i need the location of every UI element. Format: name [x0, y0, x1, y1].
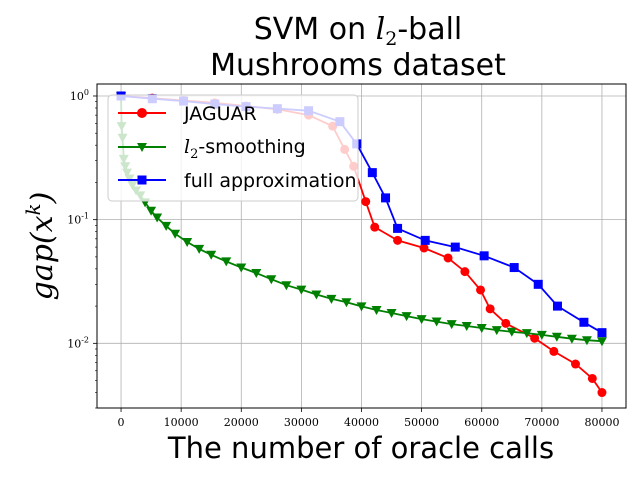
data-point	[506, 327, 517, 337]
legend: JAGUAR l2-smoothing full approximation	[107, 94, 359, 202]
data-point	[393, 223, 403, 233]
data-point	[401, 312, 412, 322]
svg-text:l2-smoothing: l2-smoothing	[184, 136, 306, 162]
x-tick-label: 20000	[224, 416, 259, 429]
data-point	[431, 317, 442, 327]
x-tick-label: 80000	[584, 416, 619, 429]
data-point	[371, 306, 382, 316]
data-point	[236, 263, 247, 273]
data-point	[356, 302, 367, 312]
data-point	[461, 322, 472, 332]
data-point	[566, 334, 577, 344]
data-point	[161, 221, 172, 231]
data-point	[194, 244, 205, 254]
data-point	[341, 298, 352, 308]
data-point	[552, 301, 562, 311]
data-point	[296, 285, 307, 295]
data-point	[549, 346, 559, 356]
data-point	[491, 326, 502, 336]
x-axis-label: The number of oracle calls	[167, 431, 554, 465]
data-point	[530, 333, 540, 343]
data-point	[152, 213, 163, 223]
data-point	[182, 237, 193, 247]
y-tick-label: 10-1	[67, 212, 89, 227]
data-point	[509, 263, 519, 273]
data-point	[281, 281, 292, 291]
data-point	[370, 222, 380, 232]
legend-item-jaguar: JAGUAR	[118, 103, 257, 125]
legend-item-l2-smoothing: l2-smoothing	[118, 136, 306, 162]
legend-box	[107, 94, 359, 202]
data-point	[206, 250, 217, 260]
y-tick-label: 100	[70, 88, 89, 103]
data-point	[443, 253, 453, 263]
data-point	[596, 337, 607, 347]
data-point	[420, 235, 430, 245]
data-point	[587, 373, 597, 383]
data-point	[485, 304, 495, 314]
x-tick-label: 30000	[284, 416, 319, 429]
data-point	[393, 235, 403, 245]
data-point	[170, 229, 181, 239]
data-point	[450, 242, 460, 252]
data-point	[581, 336, 592, 346]
data-point	[146, 206, 157, 216]
data-point	[597, 328, 607, 338]
data-point	[476, 285, 486, 295]
y-tick-label: 10-2	[67, 335, 89, 350]
chart-title-line-2: Mushrooms dataset	[210, 48, 506, 83]
data-point	[579, 317, 589, 327]
data-point	[419, 243, 429, 253]
data-point	[311, 290, 322, 300]
data-point	[381, 193, 391, 203]
data-point	[221, 257, 232, 267]
data-point	[479, 251, 489, 261]
data-point	[521, 329, 532, 339]
data-point	[571, 359, 581, 369]
data-point	[326, 294, 337, 304]
x-tick-label: 40000	[344, 416, 379, 429]
data-point	[476, 324, 487, 334]
x-tick-label: 10000	[164, 416, 199, 429]
y-axis-label: gap(xk)	[21, 192, 60, 301]
data-point	[446, 320, 457, 330]
data-point	[361, 197, 371, 207]
data-point	[551, 332, 562, 342]
x-tick-label: 0	[118, 416, 125, 429]
data-point	[597, 388, 607, 398]
x-tick-label: 60000	[464, 416, 499, 429]
svg-text:full approximation: full approximation	[184, 170, 357, 192]
data-point	[501, 318, 511, 328]
data-point	[536, 330, 547, 340]
data-point	[533, 279, 543, 289]
svg-text:JAGUAR: JAGUAR	[183, 103, 257, 125]
data-point	[266, 275, 277, 285]
ticks: 0 10000 20000 30000 40000 50000 60000 70000 8000…	[67, 88, 619, 429]
data-point	[416, 315, 427, 325]
x-tick-label: 70000	[524, 416, 559, 429]
legend-item-full-approximation: full approximation	[118, 170, 357, 192]
x-tick-label: 50000	[404, 416, 439, 429]
data-point	[386, 308, 397, 318]
data-point	[460, 267, 470, 277]
chart-title-line-1: SVM on l2-ball	[254, 12, 463, 50]
data-point	[367, 168, 377, 178]
data-point	[251, 269, 262, 279]
